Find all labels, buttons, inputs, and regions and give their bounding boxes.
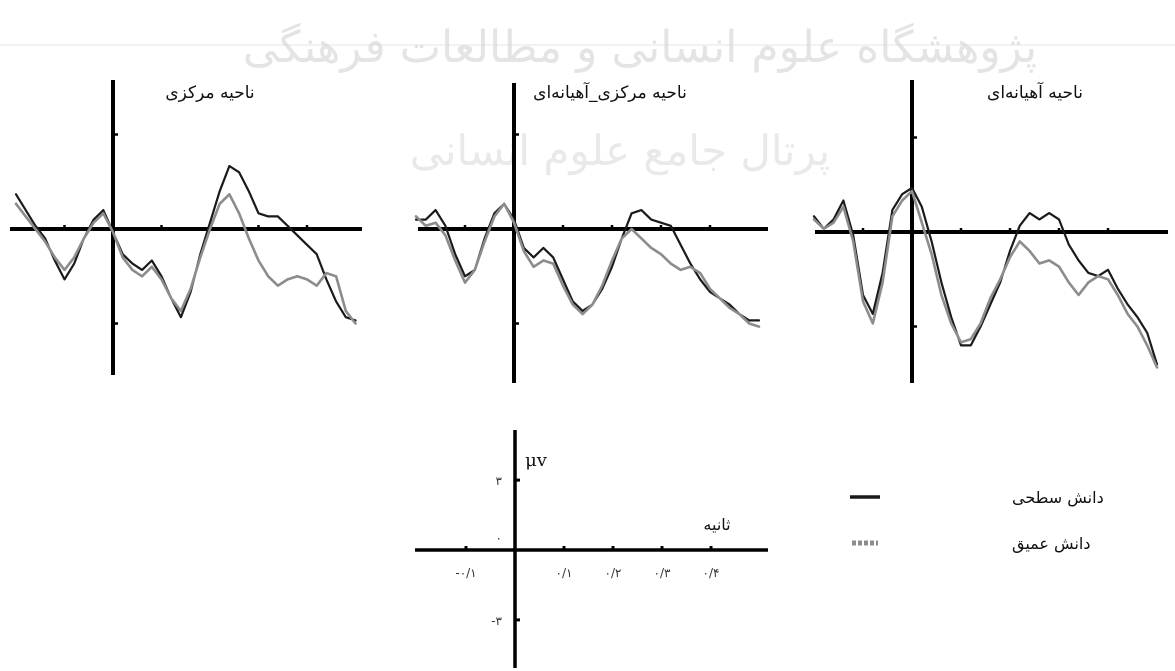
reference-axes: μv ثانیه -۰/۱ ۰/۱ ۰/۲ ۰/۳ ۰/۴ ۳ ۰ -۳	[415, 430, 768, 668]
watermark-line-2: پرتال جامع علوم انسانی	[410, 126, 831, 176]
unit-label: μv	[525, 450, 548, 471]
ref-x-tick-label: ۰/۱	[556, 566, 573, 580]
watermark-line-1: پژوهشگاه علوم انسانی و مطالعات فرهنگی	[243, 22, 1037, 73]
legend-label-deep: دانش عمیق	[1012, 534, 1090, 554]
ref-y-tick-label: ۳	[496, 474, 503, 488]
series-line-deep	[814, 191, 1157, 367]
panel-title: ناحیه مرکزی	[165, 83, 254, 103]
series-line-deep	[416, 204, 759, 327]
erp-panel-3: ناحیه آهیانه‌ای	[814, 80, 1168, 383]
series-line-surface	[416, 204, 759, 321]
legend-label-surface: دانش سطحی	[1012, 488, 1104, 508]
ref-x-tick-label: ۰/۴	[703, 566, 720, 580]
series-line-surface	[814, 188, 1157, 364]
panel-title: ناحیه آهیانه‌ای	[987, 81, 1083, 103]
ref-x-tick-label: ۰/۲	[605, 566, 622, 580]
ref-y-tick-label: -۳	[491, 614, 502, 628]
x-axis-label: ثانیه	[703, 515, 730, 534]
panel-title: ناحیه مرکزی_آهیانه‌ای	[533, 81, 687, 103]
ref-y-tick-label: ۰	[496, 531, 502, 545]
ref-x-tick-label: ۰/۳	[654, 566, 671, 580]
legend: دانش سطحی دانش عمیق	[850, 488, 1104, 554]
erp-panel-1: ناحیه مرکزی	[10, 80, 362, 375]
ref-x-tick-label: -۰/۱	[455, 566, 476, 580]
